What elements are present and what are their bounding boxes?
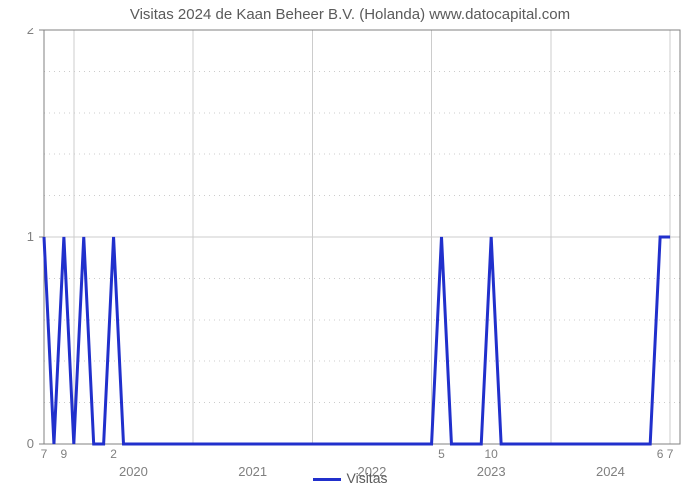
x-point-label: 7 — [667, 447, 674, 461]
chart-title: Visitas 2024 de Kaan Beheer B.V. (Holand… — [0, 6, 700, 23]
y-tick-label: 0 — [27, 436, 34, 451]
chart-plot-area: 0127925106720202021202220232024 — [8, 28, 700, 486]
series-line-visitas — [44, 237, 670, 444]
x-point-label: 9 — [61, 447, 68, 461]
chart-legend: Visitas — [0, 470, 700, 486]
x-point-label: 6 — [657, 447, 664, 461]
x-point-label: 5 — [438, 447, 445, 461]
legend-label: Visitas — [347, 470, 388, 486]
x-point-label: 7 — [41, 447, 48, 461]
y-tick-label: 1 — [27, 229, 34, 244]
x-point-label: 10 — [485, 447, 499, 461]
y-tick-label: 2 — [27, 28, 34, 37]
legend-swatch — [313, 478, 341, 481]
x-point-label: 2 — [110, 447, 117, 461]
